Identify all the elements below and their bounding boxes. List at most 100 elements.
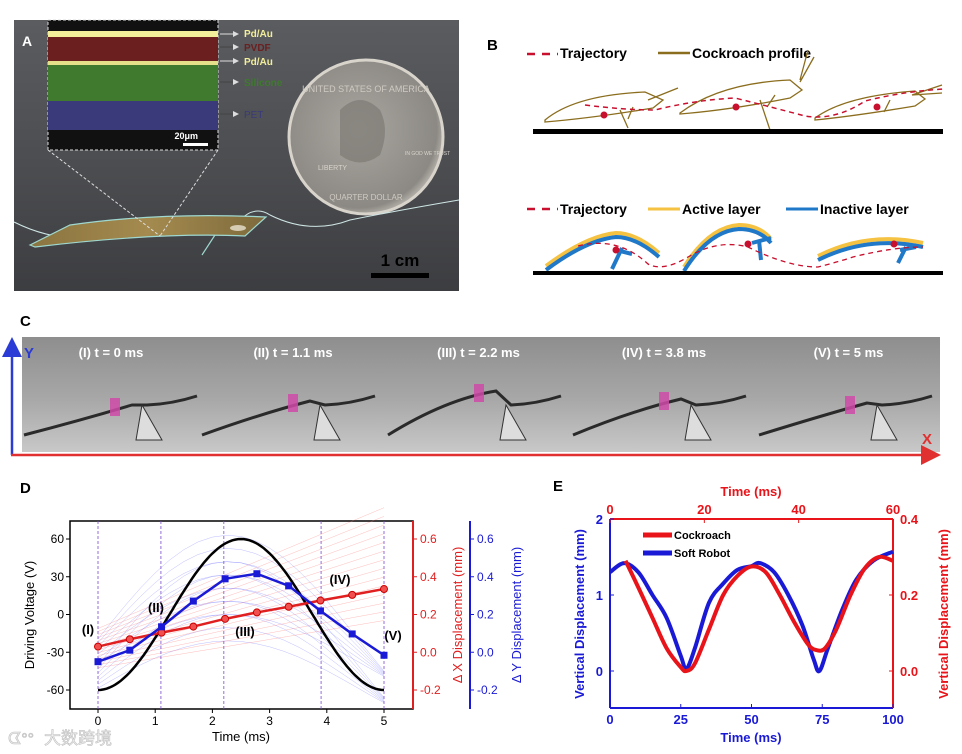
y-tick-label: 60 xyxy=(51,532,65,546)
y-tick-label-left: 2 xyxy=(596,512,603,527)
cockroach-profiles xyxy=(544,49,943,131)
series-line-voltage xyxy=(97,537,385,692)
phase-label: (II) xyxy=(148,600,164,615)
trial-line-x xyxy=(97,594,385,659)
legend-label: Active layer xyxy=(682,201,761,217)
x-tick-label: 2 xyxy=(209,714,216,728)
trajectory-line xyxy=(584,88,946,118)
quarter-coin: UNITED STATES OF AMERICA LIBERTY IN GOD … xyxy=(287,58,450,216)
data-point-y xyxy=(189,597,197,605)
y-tick-label-right: 0.4 xyxy=(900,512,919,527)
data-point-x xyxy=(284,602,293,611)
trial-line-x xyxy=(97,550,385,644)
y-axis-title-left: Driving Voltage (V) xyxy=(22,561,37,669)
data-point-x xyxy=(189,622,198,631)
trial-line-x xyxy=(97,533,385,638)
layer-label: Silicone xyxy=(244,78,283,89)
frame: (IV) t = 3.8 ms xyxy=(571,337,757,452)
coin-text: UNITED STATES OF AMERICA xyxy=(302,84,430,94)
robot-leg xyxy=(684,403,712,441)
center-of-mass-dot xyxy=(732,103,740,111)
y-tick-label: 30 xyxy=(51,570,65,584)
y-tick-label: 0 xyxy=(57,608,64,622)
frame-label: (III) t = 2.2 ms xyxy=(437,345,520,360)
legend-label: Cockroach profile xyxy=(692,45,811,61)
x-tick-label-top: 60 xyxy=(886,502,900,517)
tracking-marker xyxy=(659,392,669,410)
phase-label: (IV) xyxy=(330,572,351,587)
data-point-y xyxy=(316,607,324,615)
right2-tick-label: 0.4 xyxy=(477,570,494,584)
scale-bar-label: 1 cm xyxy=(381,251,420,270)
data-point-y xyxy=(94,658,102,666)
panel-b: B Trajectory Cockroach profile Trajector… xyxy=(487,37,946,275)
right2-tick-label: -0.2 xyxy=(477,683,498,697)
watermark-text: 大数跨境 xyxy=(44,729,112,748)
data-point-y xyxy=(285,582,293,590)
series-line-soft-robot xyxy=(608,549,894,674)
panel-label: D xyxy=(20,480,31,497)
center-of-mass-dot xyxy=(890,240,898,248)
tracking-marker xyxy=(288,394,298,412)
x-axis-title: Time (ms) xyxy=(212,729,270,744)
x-tick-label-bottom: 25 xyxy=(674,712,688,727)
trial-line-x xyxy=(97,611,385,665)
tracking-marker xyxy=(845,396,855,414)
frame: (I) t = 0 ms xyxy=(22,337,200,452)
right1-tick-label: 0.0 xyxy=(420,645,437,659)
trial-line-x xyxy=(97,524,385,635)
layer-label: PET xyxy=(244,110,263,121)
data-point-x xyxy=(125,635,134,644)
coin-text: IN GOD WE TRUST xyxy=(405,151,450,157)
x-tick-label: 4 xyxy=(323,714,330,728)
layer-label: PVDF xyxy=(244,43,271,54)
frame-image xyxy=(757,337,940,452)
data-point-y xyxy=(380,651,388,659)
phase-label: (I) xyxy=(82,622,94,637)
scale-bar xyxy=(371,273,429,278)
zoom-guide-line xyxy=(159,149,219,237)
robot-leg xyxy=(135,403,163,441)
center-of-mass-dot xyxy=(873,103,881,111)
x-tick-label-bottom: 0 xyxy=(606,712,613,727)
frame-label: (IV) t = 3.8 ms xyxy=(622,345,706,360)
x-tick-label: 5 xyxy=(381,714,388,728)
frame-label: (I) t = 0 ms xyxy=(79,345,144,360)
panel-label: C xyxy=(20,313,31,330)
robot-silhouette xyxy=(23,394,198,437)
data-point-x xyxy=(380,585,388,594)
robot-silhouette xyxy=(201,394,376,437)
panel-label: A xyxy=(22,33,32,49)
right1-tick-label: 0.4 xyxy=(420,570,437,584)
panel-a: UNITED STATES OF AMERICA LIBERTY IN GOD … xyxy=(13,19,460,291)
legend-bottom: Trajectory Active layer Inactive layer xyxy=(527,201,909,217)
x-axis-title-top: Time (ms) xyxy=(720,484,781,499)
trial-line-x xyxy=(97,507,385,629)
frame-image xyxy=(22,337,200,452)
frame-label: (V) t = 5 ms xyxy=(814,345,884,360)
panel-d: D (I) (II) (III) (IV) (V) 0 1 2 3 4 5 -60 -30 0 30 60 -0… xyxy=(20,480,524,744)
panel-label: E xyxy=(553,478,563,495)
right1-tick-label: -0.2 xyxy=(420,683,441,697)
legend-label: Cockroach xyxy=(674,530,731,542)
data-point-y xyxy=(221,575,229,583)
right1-tick-label: 0.6 xyxy=(420,532,437,546)
zoom-guide-line xyxy=(47,149,161,237)
legend-label: Trajectory xyxy=(560,201,627,217)
right2-tick-label: 0.2 xyxy=(477,608,494,622)
phase-label: (V) xyxy=(384,628,401,643)
soft-robot-diagrams xyxy=(544,222,924,273)
frame-label: (II) t = 1.1 ms xyxy=(253,345,332,360)
trial-line-x xyxy=(97,559,385,647)
data-point-y xyxy=(348,630,356,638)
trial-line-y xyxy=(97,561,385,698)
robot-silhouette xyxy=(387,389,562,437)
robot-leg xyxy=(499,403,527,441)
chart-d: (I) (II) (III) (IV) (V) 0 1 2 3 4 5 -60 -30 0 30 60 -0.2… xyxy=(22,507,524,744)
center-of-mass-dot xyxy=(744,240,752,248)
x-tick-label-top: 20 xyxy=(697,502,711,517)
y-tick-label-left: 0 xyxy=(596,664,603,679)
panel-label: B xyxy=(487,37,498,54)
